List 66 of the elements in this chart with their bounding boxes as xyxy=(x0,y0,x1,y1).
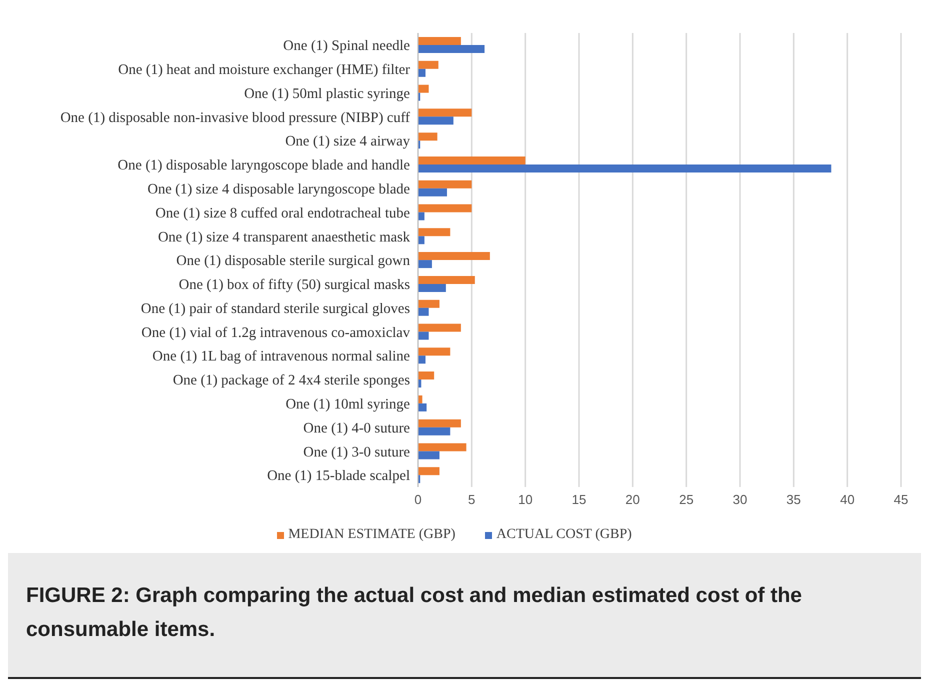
y-tick-label: One (1) size 4 airway xyxy=(285,134,411,150)
text: FIGURE 2: Graph comparing the actual cost and median estimated cost of the consumable items. xyxy=(8,553,921,679)
y-tick-label: One (1) 1L bag of intravenous normal saline xyxy=(152,348,410,365)
bar xyxy=(418,356,426,364)
x-tick-label: 30 xyxy=(732,492,748,508)
bar xyxy=(418,188,447,196)
y-tick-label: One (1) size 4 disposable laryngoscope blade xyxy=(147,181,410,198)
bar xyxy=(418,308,429,316)
x-tick-label: 20 xyxy=(625,492,640,508)
bar xyxy=(418,300,440,308)
y-tick-label: One (1) disposable sterile surgical gown xyxy=(176,253,411,270)
y-tick-label: One (1) 50ml plastic syringe xyxy=(244,86,410,102)
bar xyxy=(418,116,454,125)
bar xyxy=(418,284,446,292)
bar xyxy=(418,252,490,260)
y-tick-label: One (1) heat and moisture exchanger (HME) filter xyxy=(118,62,410,78)
bar xyxy=(418,108,472,117)
y-tick-label: One (1) 10ml syringe xyxy=(286,396,410,413)
bar xyxy=(418,395,422,404)
x-tick-label: 0 xyxy=(414,492,422,508)
x-tick-label: 15 xyxy=(572,492,586,508)
bar xyxy=(418,156,526,164)
y-tick-label: One (1) disposable laryngoscope blade and handle xyxy=(118,158,410,174)
bar xyxy=(418,348,450,356)
bar xyxy=(418,419,461,428)
bar xyxy=(418,60,438,69)
bar xyxy=(418,228,450,236)
bar xyxy=(418,427,450,436)
bar xyxy=(418,403,427,412)
x-tick-label: 35 xyxy=(786,492,801,508)
y-tick-label: One (1) 3-0 suture xyxy=(303,444,410,460)
bar xyxy=(418,84,429,93)
legend-label: MEDIAN ESTIMATE (GBP) xyxy=(287,527,456,543)
y-tick-label: One (1) size 4 transparent anaesthetic mask xyxy=(158,229,411,246)
bar xyxy=(418,451,440,460)
bar xyxy=(418,45,485,53)
bar xyxy=(418,276,475,284)
x-tick-label: 25 xyxy=(679,492,694,508)
bar xyxy=(418,164,832,172)
bar xyxy=(418,332,429,340)
y-tick-label: One (1) 15-blade scalpel xyxy=(267,468,410,484)
y-tick-label: One (1) Spinal needle xyxy=(283,38,410,54)
x-tick-label: 10 xyxy=(518,492,533,508)
bar xyxy=(418,180,472,188)
x-tick-label: 40 xyxy=(840,492,855,508)
y-tick-label: One (1) disposable non-invasive blood pressure (NIBP) cuff xyxy=(60,110,410,126)
bar xyxy=(418,467,440,476)
bar xyxy=(418,443,466,452)
bar xyxy=(418,260,432,268)
bar xyxy=(418,37,461,45)
x-tick-label: 45 xyxy=(894,492,908,508)
bar xyxy=(418,68,426,77)
bar xyxy=(418,372,434,380)
bar xyxy=(418,132,438,141)
bar xyxy=(418,236,424,244)
bar xyxy=(418,212,424,220)
bar xyxy=(418,204,472,212)
x-tick-label: 5 xyxy=(468,492,476,508)
y-tick-label: One (1) package of 2 4x4 sterile sponges xyxy=(172,372,410,389)
y-tick-label: One (1) size 8 cuffed oral endotracheal tube xyxy=(155,205,410,222)
y-tick-label: One (1) pair of standard sterile surgical gloves xyxy=(140,300,410,317)
y-tick-label: One (1) 4-0 suture xyxy=(303,420,410,436)
bar xyxy=(418,324,461,332)
legend-label: ACTUAL COST (GBP) xyxy=(495,527,632,543)
y-tick-label: One (1) box of fifty (50) surgical masks xyxy=(178,277,410,294)
y-tick-label: One (1) vial of 1.2g intravenous co-amoxiclav xyxy=(141,324,411,341)
